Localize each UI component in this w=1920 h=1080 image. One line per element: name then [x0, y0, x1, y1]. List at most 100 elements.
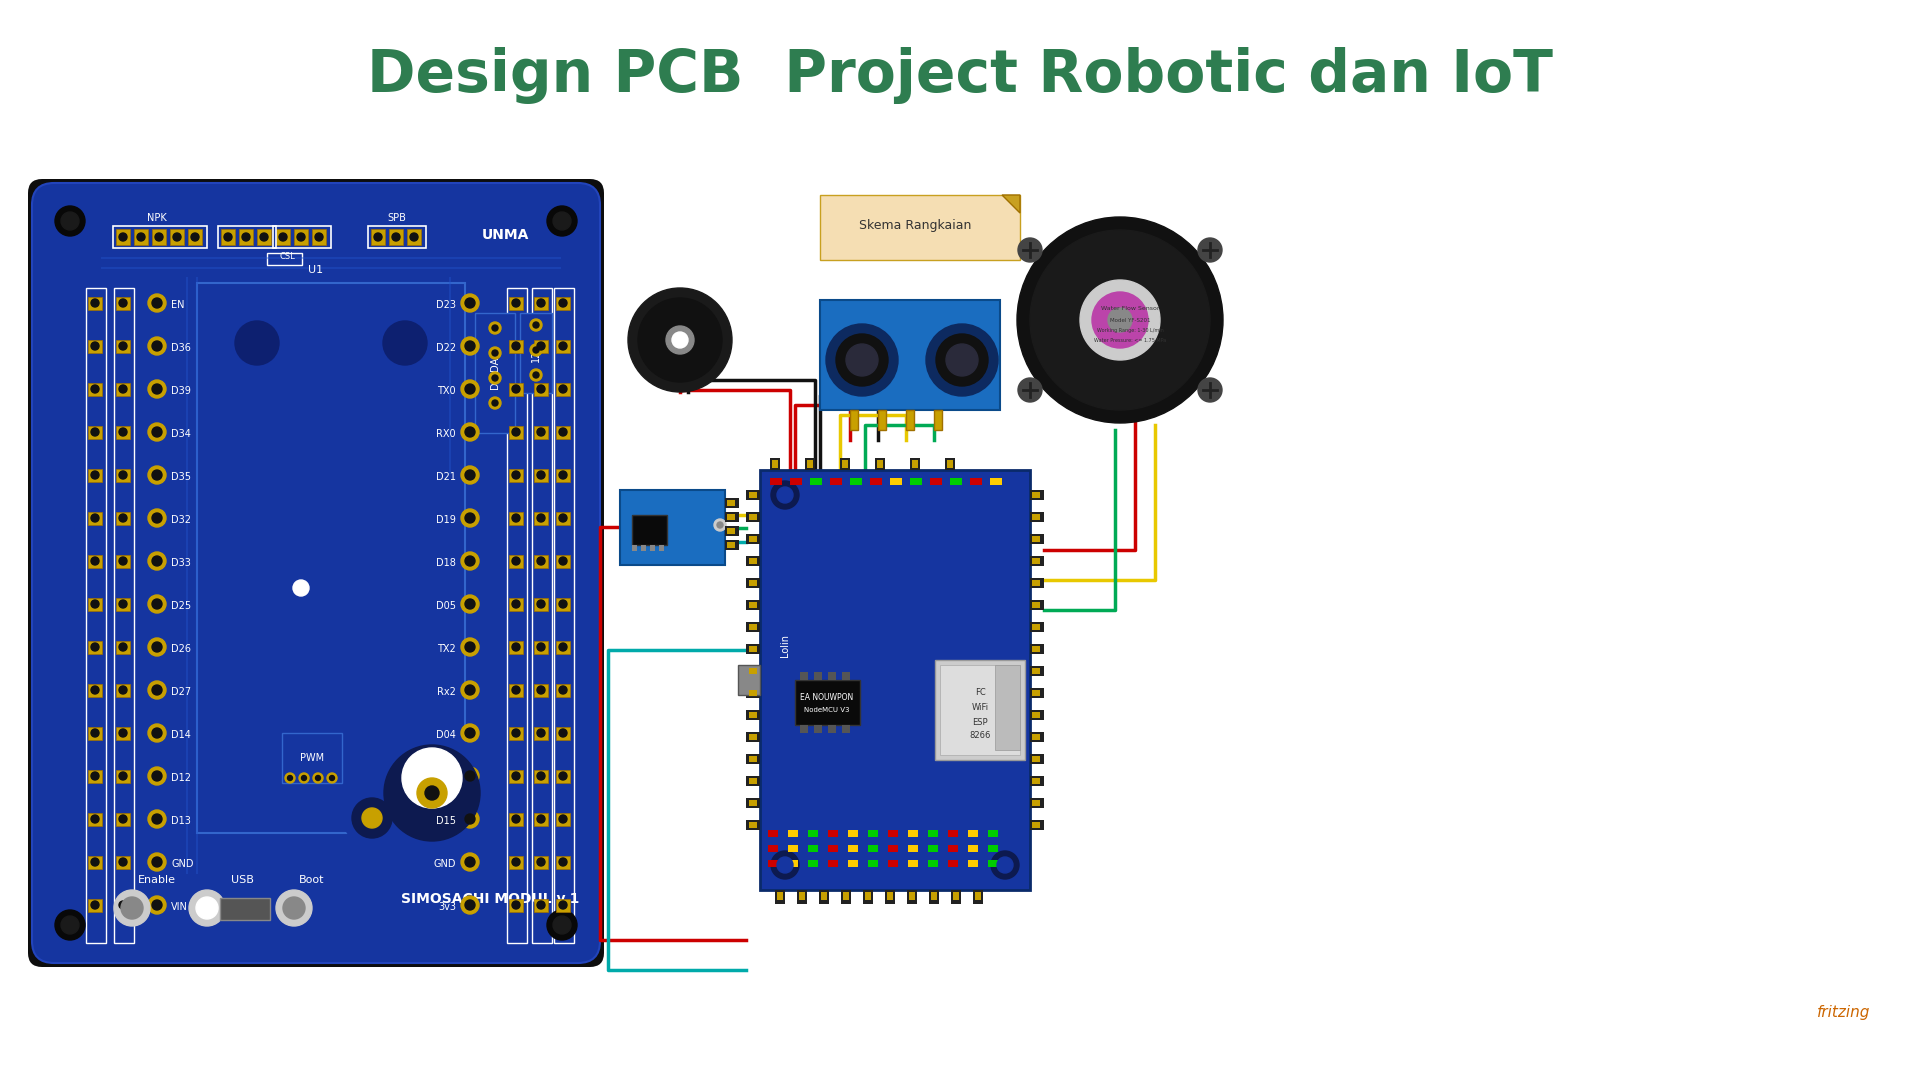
Bar: [908, 892, 916, 900]
Bar: [115, 684, 131, 697]
Bar: [557, 813, 570, 826]
Bar: [115, 512, 131, 525]
Circle shape: [372, 733, 492, 853]
Bar: [768, 845, 778, 852]
Bar: [1033, 822, 1041, 828]
Bar: [115, 856, 131, 869]
Circle shape: [465, 900, 474, 910]
Bar: [868, 845, 877, 852]
Circle shape: [513, 428, 520, 436]
Circle shape: [538, 815, 545, 823]
Bar: [927, 860, 939, 867]
Bar: [371, 229, 386, 245]
Circle shape: [119, 342, 127, 350]
Bar: [88, 297, 102, 310]
Circle shape: [538, 557, 545, 565]
Bar: [970, 478, 981, 485]
Bar: [88, 684, 102, 697]
Circle shape: [530, 319, 541, 330]
Bar: [804, 458, 814, 470]
Bar: [947, 460, 952, 468]
Circle shape: [417, 778, 447, 808]
Bar: [908, 860, 918, 867]
Bar: [88, 899, 102, 912]
Bar: [1029, 688, 1044, 698]
Bar: [747, 820, 760, 831]
Text: D19: D19: [436, 515, 457, 525]
Circle shape: [152, 427, 161, 437]
Circle shape: [344, 789, 399, 846]
Text: D04: D04: [436, 730, 457, 740]
Bar: [557, 469, 570, 482]
Circle shape: [461, 767, 478, 785]
Circle shape: [148, 638, 165, 656]
Bar: [726, 526, 739, 536]
Bar: [885, 890, 895, 904]
Circle shape: [465, 513, 474, 523]
Circle shape: [461, 380, 478, 399]
Circle shape: [559, 299, 566, 307]
Bar: [747, 490, 760, 500]
Circle shape: [492, 375, 497, 381]
Text: 12V: 12V: [532, 343, 541, 363]
Circle shape: [90, 299, 100, 307]
Bar: [88, 340, 102, 353]
Circle shape: [234, 321, 278, 365]
Bar: [509, 642, 522, 654]
Circle shape: [513, 858, 520, 866]
Bar: [509, 383, 522, 396]
Text: CSL: CSL: [278, 252, 296, 261]
Bar: [115, 770, 131, 783]
Text: NPK: NPK: [148, 213, 167, 222]
Text: PWM: PWM: [300, 753, 324, 762]
Circle shape: [90, 428, 100, 436]
Circle shape: [461, 509, 478, 527]
Bar: [557, 383, 570, 396]
Bar: [868, 831, 877, 837]
Circle shape: [559, 342, 566, 350]
Circle shape: [461, 294, 478, 312]
Circle shape: [294, 580, 309, 596]
Circle shape: [315, 233, 323, 241]
Circle shape: [492, 325, 497, 330]
Circle shape: [530, 345, 541, 356]
Circle shape: [559, 729, 566, 737]
Bar: [927, 845, 939, 852]
Circle shape: [461, 552, 478, 570]
Bar: [822, 892, 828, 900]
Circle shape: [465, 556, 474, 566]
Circle shape: [152, 556, 161, 566]
Bar: [557, 642, 570, 654]
Circle shape: [90, 514, 100, 522]
Bar: [1033, 800, 1041, 806]
Circle shape: [90, 557, 100, 565]
Circle shape: [288, 775, 292, 781]
Circle shape: [1018, 217, 1223, 423]
Text: VCC: VCC: [662, 492, 682, 502]
Circle shape: [119, 643, 127, 651]
Bar: [749, 580, 756, 586]
Text: fritzing: fritzing: [1816, 1005, 1870, 1020]
Circle shape: [90, 729, 100, 737]
Bar: [870, 478, 881, 485]
Circle shape: [538, 384, 545, 393]
Bar: [1029, 622, 1044, 632]
Bar: [950, 890, 962, 904]
Bar: [828, 860, 837, 867]
Bar: [557, 297, 570, 310]
Bar: [877, 460, 883, 468]
Bar: [1033, 690, 1041, 696]
Bar: [188, 229, 202, 245]
Circle shape: [461, 853, 478, 870]
Bar: [257, 229, 271, 245]
Circle shape: [119, 233, 127, 241]
Circle shape: [90, 858, 100, 866]
Text: Model YF-S201: Model YF-S201: [1110, 318, 1150, 323]
Bar: [115, 297, 131, 310]
Bar: [267, 253, 301, 265]
Text: DIODA: DIODA: [490, 356, 499, 389]
Bar: [1029, 490, 1044, 500]
Circle shape: [534, 372, 540, 378]
Circle shape: [925, 324, 998, 396]
Circle shape: [538, 299, 545, 307]
